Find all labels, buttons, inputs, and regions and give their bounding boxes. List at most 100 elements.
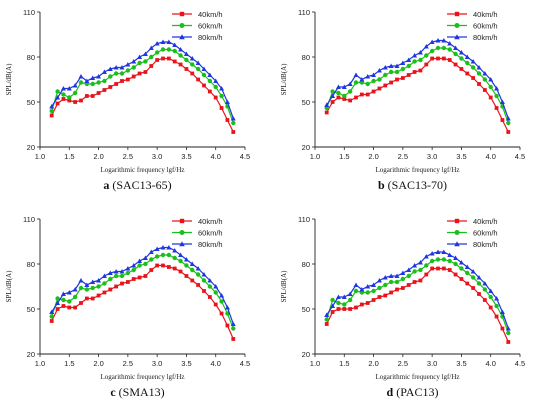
chart-a-xlabel: Logarithmic frequency lgf/Hz [101, 166, 185, 174]
chart-c-legend-marker-0 [179, 218, 185, 224]
chart-a-series-0-point [166, 56, 171, 61]
chart-c-series-0-point [178, 269, 183, 274]
chart-d-series-2-point [458, 260, 464, 265]
chart-a-series-1-point [49, 108, 54, 114]
chart-b-series-0-point [348, 98, 353, 103]
chart-b-series-0-point [424, 62, 429, 67]
chart-d-series-1-point [400, 276, 406, 282]
chart-a-series-0-point [207, 89, 212, 94]
chart-b-series-2-point [499, 99, 505, 104]
chart-d-series-2-point [482, 281, 488, 286]
chart-d-legend-label-2: 80km/h [473, 240, 498, 249]
chart-a-series-1-point [119, 71, 125, 76]
chart-a-series-0-point [172, 59, 177, 64]
chart-b-series-2-point [330, 93, 336, 98]
chart-c-series-1-point [113, 273, 119, 279]
chart-d-xlabel: Logarithmic frequency lgf/Hz [376, 373, 460, 381]
chart-b-series-2-point [353, 72, 359, 77]
chart-d-series-1-point [377, 285, 382, 291]
chart-b-series-2-point [359, 77, 365, 82]
chart-b-series-1-point [465, 60, 470, 66]
chart-b-series-1-point [453, 51, 458, 57]
chart-d-series-0-point [365, 301, 370, 305]
chart-d-series-0-point [441, 266, 446, 271]
chart-d-series-0-point [488, 305, 493, 310]
chart-d-series-1-point [418, 267, 423, 273]
chart-a-series-2-point [195, 60, 201, 65]
chart-b-series-0-point [354, 95, 358, 100]
chart-c-xtick-label: 2.5 [123, 359, 133, 368]
chart-b-series-1-point [424, 53, 429, 58]
chart-a-caption: a (SAC13-65) [0, 178, 275, 193]
chart-a-series-1-point [125, 68, 131, 73]
chart-a-series-2-point [101, 69, 107, 74]
chart-d-series-2-point [494, 296, 500, 301]
chart-b-series-2-point [447, 41, 453, 46]
chart-b-series-2-point [429, 39, 435, 44]
chart-d-series-0-point [430, 266, 435, 271]
chart-c-series-2-line [51, 246, 234, 325]
chart-d-series-2-point [470, 269, 476, 274]
chart-c-series-1-point [219, 299, 224, 304]
chart-b-ytick-label: 110 [298, 8, 310, 17]
chart-c-series-0-point [102, 290, 107, 295]
chart-c-series-0-point [96, 293, 101, 298]
chart-b-series-2-point [412, 53, 418, 58]
chart-b-series-1-point [383, 72, 388, 78]
chart-a-xtick-label: 2.5 [123, 152, 133, 161]
chart-d-xtick-label: 2.5 [398, 359, 408, 368]
chart-b-series-2-point [482, 71, 488, 76]
chart-b-ytick-label: 50 [302, 98, 310, 107]
chart-b-series-2-point [470, 59, 476, 64]
chart-d-series-2-point [406, 267, 412, 272]
chart-b-series-2-point [365, 74, 371, 79]
chart-d-xtick-label: 3.0 [427, 359, 437, 368]
chart-b-series-1-point [412, 59, 417, 64]
chart-d-ytick-label: 110 [298, 215, 310, 224]
chart-d-series-1-point [388, 279, 394, 285]
chart-a-series-2-point [55, 95, 61, 100]
chart-b-series-1-point [406, 63, 411, 69]
chart-d-series-0-point [436, 266, 440, 271]
chart-c-xtick-label: 4.5 [240, 359, 250, 368]
chart-d-svg: 1.0 1.5 2.0 2.5 3.0 3.5 4.0 4.5 20 50 80 110 Logarit… [280, 215, 525, 381]
chart-b-series-0-point [377, 86, 382, 91]
chart-d-series-1-point [383, 282, 388, 288]
chart-d-legend-marker-1 [454, 230, 460, 235]
chart-b-ytick-label: 20 [302, 143, 310, 152]
chart-d-series-1-point [353, 288, 359, 294]
chart-b-panel-label: b [377, 178, 385, 192]
chart-c-series-2-point [78, 278, 84, 283]
chart-a-series-2-point [142, 51, 148, 56]
chart-b-series-0-point [400, 76, 405, 80]
chart-c-series-1-point [108, 276, 113, 282]
chart-b-series-0-point [395, 77, 399, 82]
chart-c-series-1-line [51, 254, 234, 329]
chart-b-series-1-point [418, 57, 423, 63]
chart-d-series-0-point [482, 298, 487, 302]
chart-c-series-1-point [137, 263, 142, 268]
chart-a-series-2-point [107, 66, 113, 71]
chart-a-series-2-point [207, 72, 213, 77]
chart-a-series-0-point [55, 101, 60, 106]
chart-a-series-2-point [213, 78, 219, 83]
chart-c-series-2-point [230, 321, 236, 326]
chart-b-xtick-label: 4.5 [515, 152, 525, 161]
chart-c-series-0-point [131, 277, 136, 281]
chart-d-series-1-point [494, 303, 499, 309]
chart-c-legend-marker-2 [179, 241, 185, 247]
chart-a-series-2-point [84, 78, 90, 83]
chart-b-xtick-label: 4.0 [485, 152, 495, 161]
chart-a-xtick-label: 4.5 [240, 152, 250, 161]
chart-c-series-0-point [61, 304, 66, 308]
chart-b-series-1-point [488, 84, 493, 90]
chart-d-series-1-point [435, 257, 441, 262]
chart-a-series-1-point [178, 53, 183, 58]
chart-a-ytick-label: 50 [27, 98, 35, 107]
chart-d-series-2-point [412, 263, 418, 268]
chart-c-series-1-point [119, 273, 125, 279]
chart-d-series-1-point [324, 317, 329, 322]
chart-d-series-2-point [453, 255, 459, 260]
chart-a-series-1-point [231, 120, 236, 126]
chart-c-series-1-point [178, 258, 183, 264]
